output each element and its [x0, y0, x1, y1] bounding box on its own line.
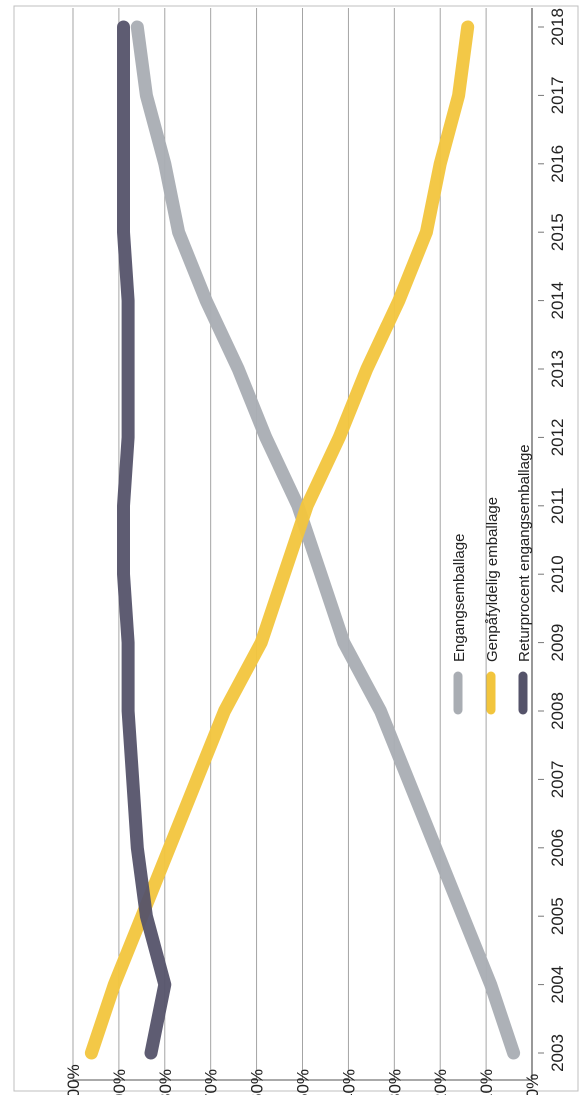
- x-tick-label: 2015: [548, 213, 567, 251]
- x-tick-label: 2018: [548, 8, 567, 46]
- legend-label: Engangsemballage: [451, 534, 468, 662]
- legend-label: Returprocent engangsemballage: [516, 444, 533, 662]
- x-axis-tick-labels: 2003 2004 2005 2006 2007 2008 2009 2010 2011 2012…: [538, 8, 567, 1072]
- x-tick-label: 2017: [548, 76, 567, 114]
- y-tick-label: 20%: [431, 1069, 450, 1095]
- y-tick-label: 10%: [477, 1069, 496, 1095]
- y-tick-label: 0%: [523, 1074, 542, 1095]
- y-axis-tick-labels: 0% 10% 20% 30% 40% 50% 60% 70% 80% 90% 100%: [64, 1064, 542, 1095]
- series-line-3: [117, 20, 172, 1060]
- x-tick-label: 2006: [548, 829, 567, 867]
- y-tick-label: 30%: [385, 1069, 404, 1095]
- y-tick-label: 60%: [248, 1069, 267, 1095]
- x-tick-label: 2013: [548, 350, 567, 388]
- y-tick-label: 50%: [294, 1069, 313, 1095]
- series-line-2: [84, 20, 475, 1060]
- y-tick-label: 80%: [156, 1069, 175, 1095]
- y-tick-label: 100%: [64, 1064, 83, 1095]
- legend: Engangsemballage Genpåfyldelig emballage R…: [451, 444, 533, 715]
- x-tick-label: 2003: [548, 1034, 567, 1072]
- x-tick-label: 2004: [548, 966, 567, 1004]
- y-tick-label: 40%: [339, 1069, 358, 1095]
- x-tick-label: 2009: [548, 624, 567, 662]
- x-tick-label: 2005: [548, 897, 567, 935]
- x-tick-label: 2007: [548, 760, 567, 798]
- y-tick-label: 90%: [110, 1069, 129, 1095]
- series-lines: [84, 20, 521, 1060]
- x-tick-label: 2008: [548, 692, 567, 730]
- x-tick-label: 2014: [548, 282, 567, 320]
- x-tick-label: 2016: [548, 145, 567, 183]
- legend-label: Genpåfyldelig emballage: [484, 497, 501, 662]
- series-line-1: [130, 20, 521, 1060]
- y-tick-label: 70%: [202, 1069, 221, 1095]
- x-tick-label: 2011: [548, 488, 567, 525]
- x-tick-label: 2010: [548, 555, 567, 593]
- x-tick-label: 2012: [548, 418, 567, 456]
- chart-border: [13, 5, 579, 1092]
